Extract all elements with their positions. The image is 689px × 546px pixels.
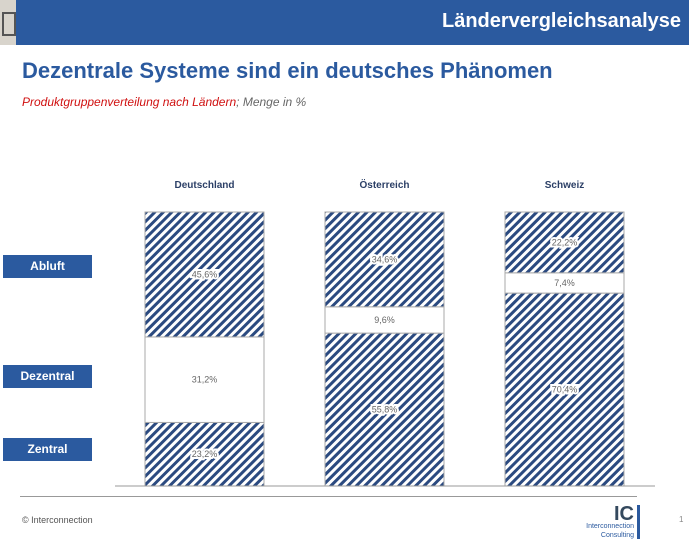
header-bar [0,0,689,45]
copyright: © Interconnection [22,515,93,525]
category-label: Österreich [359,178,409,191]
bar-segment-abluft [504,211,625,274]
data-label: 7,4% [554,278,575,288]
footer-divider [20,496,637,497]
company-logo: IC Interconnection Consulting [575,503,640,541]
subtitle-main: Produktgruppenverteilung nach Ländern [22,95,237,109]
data-label: 31,2% [192,375,218,385]
data-label: 45,6% [192,269,218,279]
legend-zentral: Zentral [3,438,92,461]
data-label: 70,4% [552,385,578,395]
logo-line1: Interconnection [586,523,634,530]
data-label: 9,6% [374,315,395,325]
bar-segment-abluft [144,211,265,338]
category-label: Schweiz [545,180,584,191]
header-title: Ländervergleichsanalyse [441,10,681,32]
bar-segment-dezentral [144,336,265,423]
thumbnail-image [0,0,16,45]
data-label: 34,6% [372,254,398,264]
bar-segment-zentral [144,421,265,487]
logo-line2: Consulting [600,532,634,539]
subtitle-unit: ; Menge in % [236,95,307,109]
page-number: 1 [679,515,684,524]
data-label: 22,2% [552,237,578,247]
data-label: 23,2% [192,449,218,459]
logo-mark: IC [614,503,634,525]
subtitle: Produktgruppenverteilung nach Ländern; M… [22,95,306,109]
bar-segment-zentral [504,292,625,487]
bar-segment-zentral [324,332,445,487]
category-label: Deutschland [174,180,234,191]
legend-abluft: Abluft [3,255,92,278]
data-label: 55,8% [372,405,398,415]
page-title: Dezentrale Systeme sind ein deutsches Ph… [22,58,553,83]
legend-dezentral: Dezentral [3,365,92,388]
bar-segment-abluft [324,211,445,308]
